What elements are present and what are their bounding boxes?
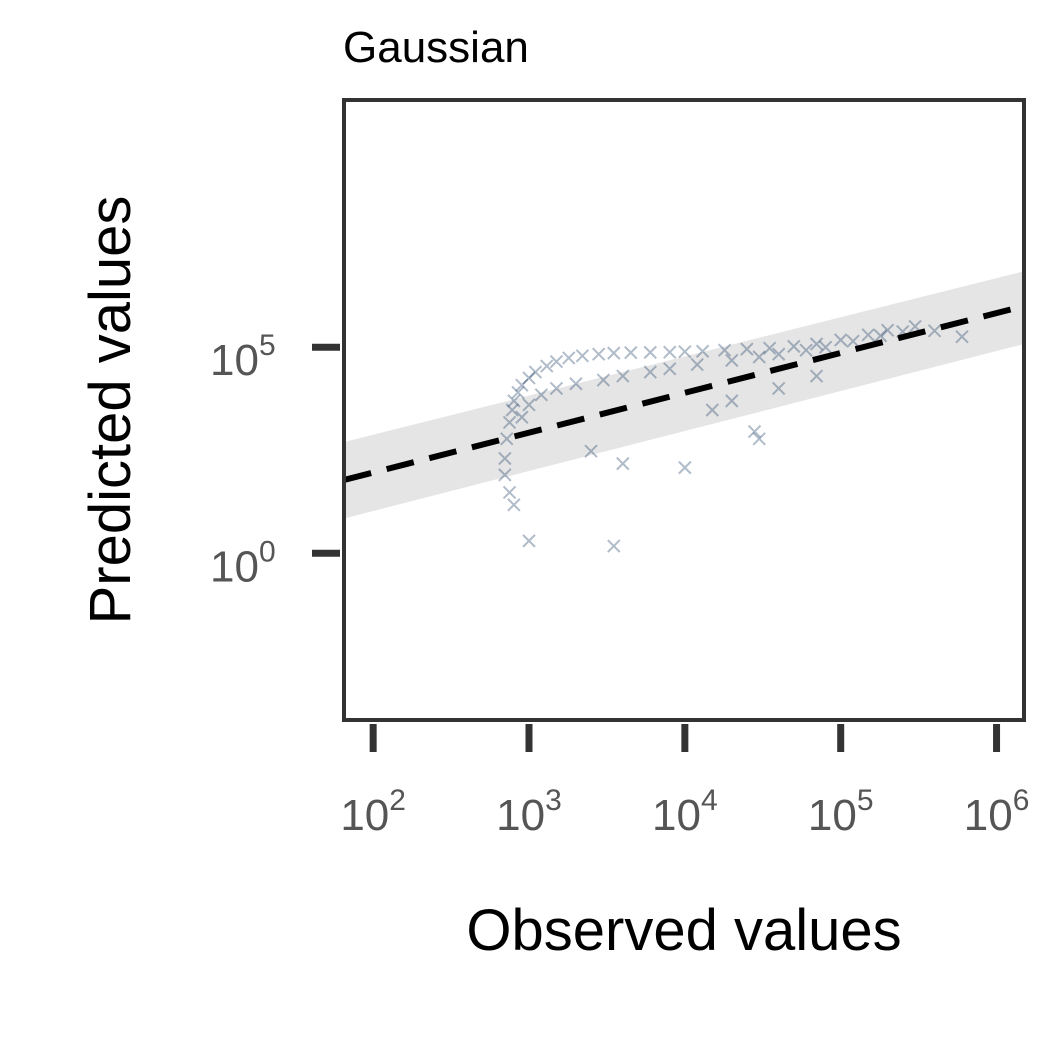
data-point — [624, 345, 638, 360]
y-tick-label: 105 — [210, 329, 276, 385]
data-point — [522, 398, 536, 412]
data-point — [833, 333, 848, 347]
y-tick-label: 100 — [210, 535, 276, 591]
data-point — [725, 353, 739, 368]
data-point — [740, 342, 754, 356]
data-point — [507, 498, 521, 512]
x-axis-label: Observed values — [466, 898, 901, 963]
data-point — [771, 381, 786, 396]
data-point — [507, 394, 521, 408]
data-point — [616, 369, 630, 383]
data-point — [799, 343, 813, 357]
reference-line — [344, 303, 1024, 483]
data-point — [752, 432, 766, 446]
data-point — [584, 444, 598, 458]
data-point — [534, 388, 549, 402]
data-point — [607, 346, 621, 360]
data-points — [498, 319, 969, 553]
data-point — [505, 403, 519, 417]
data-point — [690, 357, 704, 372]
data-point — [549, 381, 564, 396]
data-point — [511, 385, 525, 400]
data-point — [752, 350, 766, 364]
data-point — [787, 339, 801, 354]
data-point — [846, 334, 860, 348]
data-point — [549, 354, 564, 369]
plot-area — [344, 271, 1024, 553]
chart-title: Gaussian — [343, 23, 529, 72]
data-point — [809, 337, 824, 351]
data-point — [575, 349, 590, 363]
plot-frame — [342, 98, 1026, 722]
data-point — [725, 394, 739, 408]
x-tick-label: 104 — [652, 784, 718, 840]
data-point — [747, 424, 762, 439]
data-point — [591, 347, 606, 361]
data-point — [678, 344, 692, 359]
data-point — [502, 415, 517, 430]
data-point — [880, 323, 895, 337]
data-point — [522, 534, 536, 548]
data-point — [515, 378, 529, 392]
data-point — [705, 403, 720, 417]
data-point — [596, 373, 611, 387]
data-point — [873, 329, 888, 343]
y-axis: 100 105 — [210, 329, 340, 591]
data-point — [502, 485, 517, 500]
x-tick-label: 106 — [964, 784, 1030, 840]
data-point — [515, 410, 529, 424]
data-point — [616, 456, 630, 471]
x-tick-label: 105 — [808, 784, 874, 840]
data-point — [540, 359, 554, 373]
data-point — [771, 347, 786, 361]
data-point — [643, 365, 657, 379]
data-point — [663, 345, 677, 359]
prediction-band — [344, 271, 1024, 519]
data-point — [562, 351, 576, 365]
data-point — [927, 324, 942, 338]
data-point — [607, 539, 621, 553]
data-point — [818, 340, 833, 354]
data-point — [809, 369, 824, 383]
data-point — [717, 343, 732, 357]
data-point — [643, 345, 657, 360]
data-point — [663, 362, 677, 376]
data-point — [678, 460, 692, 475]
x-tick-label: 103 — [496, 784, 562, 840]
data-point — [522, 371, 536, 385]
x-axis: 102 103 104 105 106 — [340, 724, 1029, 840]
data-point — [955, 330, 969, 344]
y-axis-label: Predicted values — [78, 196, 143, 625]
data-point — [695, 344, 710, 358]
data-point — [569, 377, 583, 391]
data-point — [498, 451, 512, 466]
data-point — [500, 432, 514, 446]
x-tick-label: 102 — [340, 784, 406, 840]
data-point — [528, 365, 543, 379]
data-point — [498, 468, 512, 482]
data-point — [762, 341, 777, 355]
data-point — [861, 328, 875, 342]
